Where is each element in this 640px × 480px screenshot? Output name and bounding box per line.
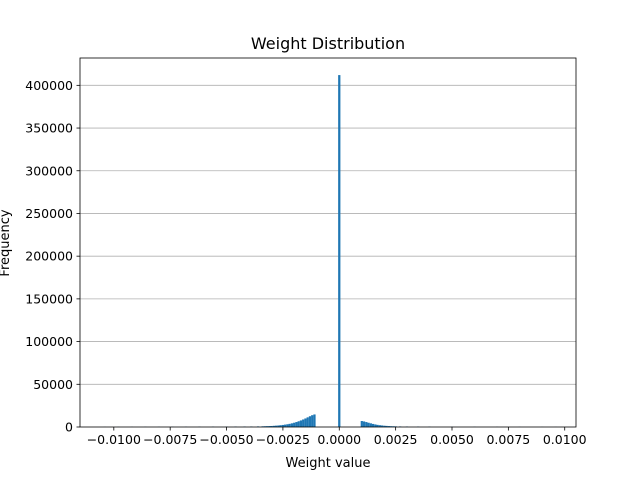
histogram-bar <box>369 423 372 427</box>
x-tick-label: 0.0050 <box>430 432 474 447</box>
histogram-bar <box>362 421 366 427</box>
y-tick-label: 350000 <box>25 121 73 136</box>
histogram-bar <box>380 425 384 427</box>
histogram-bar <box>268 426 271 427</box>
y-tick-label: 0 <box>65 420 73 435</box>
x-tick-label: 0.0025 <box>374 432 418 447</box>
x-axis-label: Weight value <box>286 456 371 471</box>
histogram-bar <box>290 423 294 427</box>
plot-frame <box>79 57 577 428</box>
histogram-bar <box>387 426 390 427</box>
x-tick-label: −0.0025 <box>256 432 310 447</box>
histogram-bar <box>383 425 386 427</box>
histogram-bar <box>302 419 305 427</box>
x-tick-label: 0.0000 <box>317 432 361 447</box>
histogram-bar <box>299 420 303 427</box>
histogram-bar <box>297 421 300 427</box>
histogram-bar <box>270 425 273 427</box>
y-tick-label: 100000 <box>25 334 73 349</box>
histogram-bar <box>360 421 363 427</box>
y-axis-label: Frequency <box>0 209 13 276</box>
histogram-bar <box>286 424 289 427</box>
histogram-bar <box>313 414 316 427</box>
histogram-bar <box>306 417 309 427</box>
histogram-bar <box>288 423 291 427</box>
histogram-bar <box>378 425 381 427</box>
y-tick-label: 200000 <box>25 249 73 264</box>
histogram-bar <box>385 425 388 427</box>
histogram-bar <box>279 425 282 427</box>
histogram-bar <box>367 422 370 427</box>
histogram-bar <box>277 425 280 427</box>
x-tick-label: −0.0075 <box>143 432 197 447</box>
y-tick-label: 50000 <box>33 377 73 392</box>
grid-lines <box>80 84 576 385</box>
y-tick-label: 300000 <box>25 163 73 178</box>
x-tick-label: −0.0050 <box>199 432 253 447</box>
y-tick-label: 400000 <box>25 78 73 93</box>
histogram-bar <box>266 426 269 427</box>
histogram-bar <box>374 424 377 427</box>
histogram-bar <box>281 424 285 427</box>
y-axis-ticks: 0 50000 100000 150000 200000 250000 300000 3500… <box>25 78 80 435</box>
chart-title: Weight Distribution <box>251 34 405 53</box>
histogram-bar <box>390 426 393 427</box>
y-tick-label: 150000 <box>25 291 73 306</box>
x-tick-label: 0.0075 <box>486 432 530 447</box>
histogram-bar <box>338 75 341 427</box>
histogram-bar <box>275 425 278 427</box>
histogram-bar <box>284 424 287 427</box>
x-tick-label: −0.0100 <box>87 432 141 447</box>
histogram-bar <box>293 422 296 427</box>
histogram-bar <box>304 418 307 427</box>
histogram-bar <box>295 422 298 427</box>
histogram-bar <box>365 422 368 427</box>
histogram-bar <box>371 423 375 427</box>
histogram-bar <box>308 416 312 427</box>
x-axis-ticks: −0.0100 −0.0075 −0.0050 −0.0025 0.0000 0.0025… <box>87 427 587 447</box>
y-tick-label: 250000 <box>25 206 73 221</box>
histogram-bar <box>272 425 276 427</box>
histogram-bar <box>376 424 379 427</box>
x-tick-label: 0.0100 <box>543 432 587 447</box>
histogram-bar <box>311 415 314 427</box>
